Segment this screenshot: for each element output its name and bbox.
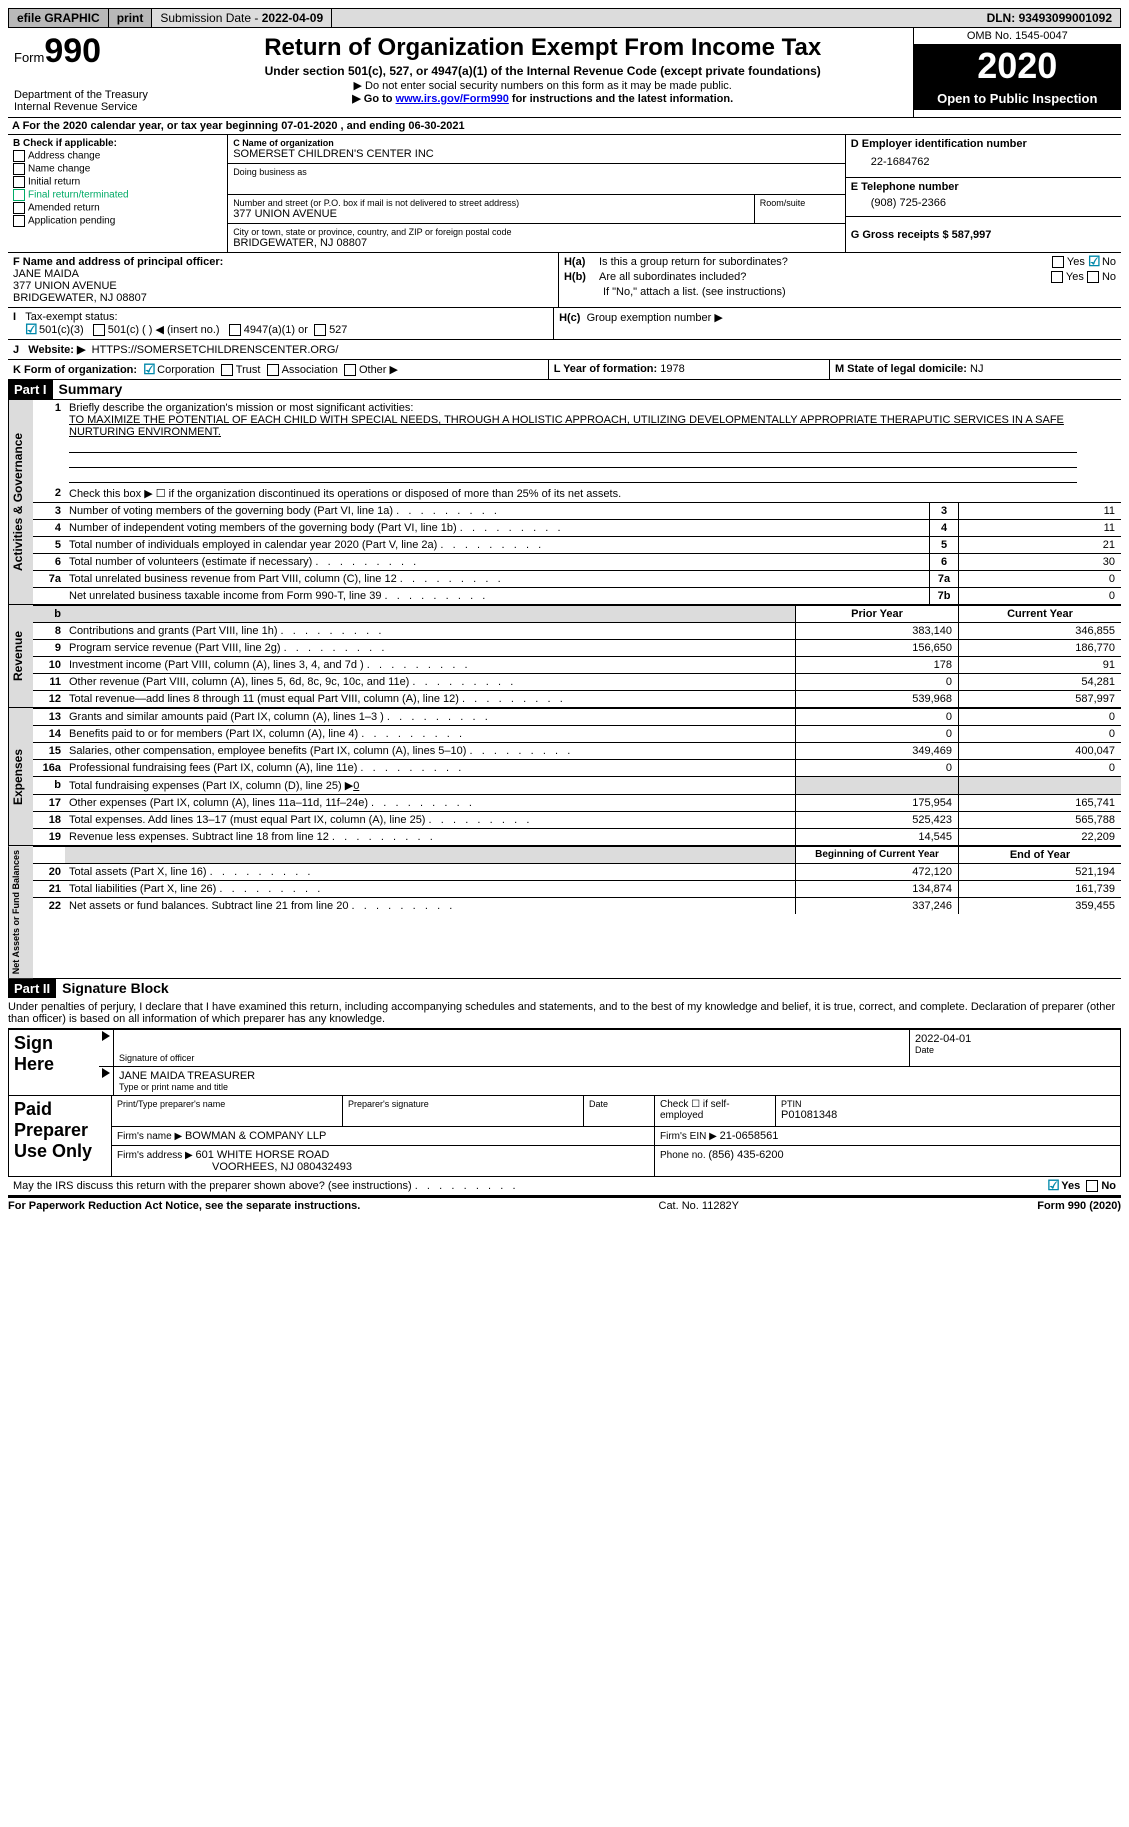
line-16b: Total fundraising expenses (Part IX, col… xyxy=(65,777,795,794)
omb-no: OMB No. 1545-0047 xyxy=(914,28,1121,45)
declaration: Under penalties of perjury, I declare th… xyxy=(8,998,1121,1029)
side-rev: Revenue xyxy=(8,605,33,707)
subtitle-2: ▶ Do not enter social security numbers o… xyxy=(177,79,909,92)
phone-cell: E Telephone number (908) 725-2366 xyxy=(846,178,1121,217)
line-4: Number of independent voting members of … xyxy=(65,520,929,536)
line-1: Briefly describe the organization's miss… xyxy=(65,400,1121,485)
revenue-section: Revenue b Prior Year Current Year 8Contr… xyxy=(8,605,1121,708)
sign-here-block: Sign Here Signature of officer 2022-04-0… xyxy=(8,1029,1121,1096)
line-17: Other expenses (Part IX, column (A), lin… xyxy=(65,795,795,811)
line-7b: Net unrelated business taxable income fr… xyxy=(65,588,929,604)
line-20: Total assets (Part X, line 16) xyxy=(65,864,795,880)
line-14: Benefits paid to or for members (Part IX… xyxy=(65,726,795,742)
line-22: Net assets or fund balances. Subtract li… xyxy=(65,898,795,914)
subtitle-1: Under section 501(c), 527, or 4947(a)(1)… xyxy=(177,64,909,78)
line-7a: Total unrelated business revenue from Pa… xyxy=(65,571,929,587)
tax-year: 2020 xyxy=(914,45,1121,87)
row-klm: K Form of organization: ☑Corporation Tru… xyxy=(8,360,1121,380)
discuss-row: May the IRS discuss this return with the… xyxy=(8,1176,1121,1196)
officer-cell: F Name and address of principal officer:… xyxy=(8,253,559,307)
governance-section: Activities & Governance 1 Briefly descri… xyxy=(8,400,1121,605)
paid-preparer-block: Paid Preparer Use Only Print/Type prepar… xyxy=(8,1095,1121,1177)
line-a: A For the 2020 calendar year, or tax yea… xyxy=(8,118,1121,135)
line-15: Salaries, other compensation, employee b… xyxy=(65,743,795,759)
org-name-cell: C Name of organization SOMERSET CHILDREN… xyxy=(228,135,845,164)
form-header: Form990 Department of the Treasury Inter… xyxy=(8,28,1121,118)
street-cell: Number and street (or P.O. box if mail i… xyxy=(228,195,755,223)
h-note: If "No," attach a list. (see instruction… xyxy=(559,286,1121,301)
side-exp: Expenses xyxy=(8,708,33,845)
col-b-checkboxes: B Check if applicable: Address change Na… xyxy=(8,135,228,252)
line-8: Contributions and grants (Part VIII, lin… xyxy=(65,623,795,639)
dept-label: Department of the Treasury Internal Reve… xyxy=(14,89,167,113)
website-row: J Website: ▶ HTTPS://SOMERSETCHILDRENSCE… xyxy=(8,340,1121,360)
part2-header: Part IISignature Block xyxy=(8,979,1121,998)
irs-link[interactable]: www.irs.gov/Form990 xyxy=(396,93,509,105)
row-f-h: F Name and address of principal officer:… xyxy=(8,253,1121,308)
line-2: Check this box ▶ ☐ if the organization d… xyxy=(65,485,1121,502)
row-i-hc: I Tax-exempt status: ☑501(c)(3) 501(c) (… xyxy=(8,308,1121,340)
line-5: Total number of individuals employed in … xyxy=(65,537,929,553)
line-18: Total expenses. Add lines 13–17 (must eq… xyxy=(65,812,795,828)
state-domicile: M State of legal domicile: NJ xyxy=(830,360,1121,379)
open-inspection: Open to Public Inspection xyxy=(914,87,1121,110)
paid-prep-label: Paid Preparer Use Only xyxy=(9,1096,112,1177)
line-21: Total liabilities (Part X, line 26) xyxy=(65,881,795,897)
header-block: B Check if applicable: Address change Na… xyxy=(8,135,1121,253)
line-9: Program service revenue (Part VIII, line… xyxy=(65,640,795,656)
h-b: H(b) Are all subordinates included? Yes … xyxy=(559,271,1121,286)
form-title: Return of Organization Exempt From Incom… xyxy=(177,34,909,62)
line-16a: Professional fundraising fees (Part IX, … xyxy=(65,760,795,776)
side-gov: Activities & Governance xyxy=(8,400,33,604)
line-6: Total number of volunteers (estimate if … xyxy=(65,554,929,570)
topbar: efile GRAPHIC print Submission Date - 20… xyxy=(8,8,1121,28)
h-c: H(c) Group exemption number ▶ xyxy=(554,308,1121,339)
dba-cell: Doing business as xyxy=(228,164,845,195)
efile-btn[interactable]: efile GRAPHIC xyxy=(9,9,109,27)
subtitle-3: ▶ Go to www.irs.gov/Form990 for instruct… xyxy=(177,92,909,105)
expenses-section: Expenses 13Grants and similar amounts pa… xyxy=(8,708,1121,846)
line-10: Investment income (Part VIII, column (A)… xyxy=(65,657,795,673)
line-19: Revenue less expenses. Subtract line 18 … xyxy=(65,829,795,845)
print-btn[interactable]: print xyxy=(109,9,153,27)
side-net: Net Assets or Fund Balances xyxy=(8,846,33,978)
city-cell: City or town, state or province, country… xyxy=(228,224,845,252)
line-12: Total revenue—add lines 8 through 11 (mu… xyxy=(65,691,795,707)
line-11: Other revenue (Part VIII, column (A), li… xyxy=(65,674,795,690)
form-number: Form990 xyxy=(14,32,167,71)
ein-cell: D Employer identification number 22-1684… xyxy=(846,135,1121,178)
form-org: K Form of organization: ☑Corporation Tru… xyxy=(8,360,549,379)
room-cell: Room/suite xyxy=(755,195,845,223)
netassets-section: Net Assets or Fund Balances Beginning of… xyxy=(8,846,1121,979)
dln: DLN: 93493099001092 xyxy=(979,9,1120,27)
part1-header: Part ISummary xyxy=(8,380,1121,400)
h-a: H(a) Is this a group return for subordin… xyxy=(559,253,1121,271)
line-13: Grants and similar amounts paid (Part IX… xyxy=(65,709,795,725)
page-footer: For Paperwork Reduction Act Notice, see … xyxy=(8,1196,1121,1212)
gross-cell: G Gross receipts $ 587,997 xyxy=(846,217,1121,244)
submission-date: Submission Date - 2022-04-09 xyxy=(152,9,332,27)
tax-status: I Tax-exempt status: ☑501(c)(3) 501(c) (… xyxy=(8,308,554,339)
year-formation: L Year of formation: 1978 xyxy=(549,360,830,379)
sign-here-label: Sign Here xyxy=(9,1030,100,1096)
line-3: Number of voting members of the governin… xyxy=(65,503,929,519)
